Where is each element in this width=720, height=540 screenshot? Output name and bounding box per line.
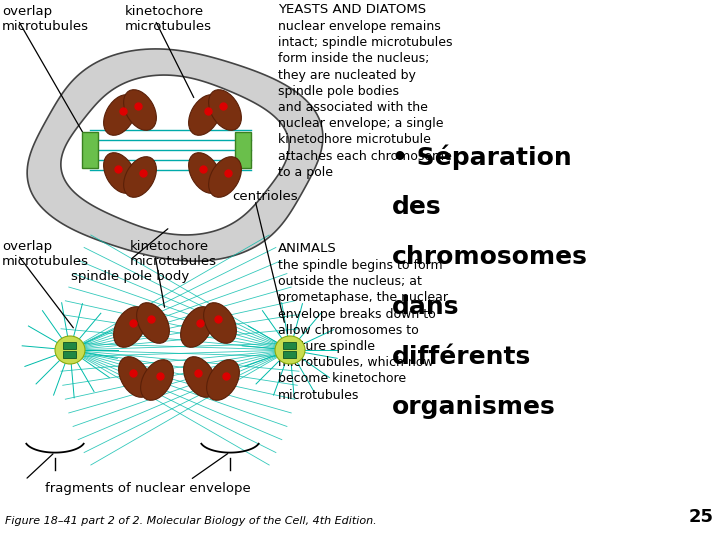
Text: chromosomes: chromosomes — [392, 245, 588, 269]
Text: overlap
microtubules: overlap microtubules — [2, 5, 89, 33]
Text: YEASTS AND DIATOMS: YEASTS AND DIATOMS — [278, 3, 426, 16]
Ellipse shape — [114, 307, 146, 347]
Text: kinetochore
microtubules: kinetochore microtubules — [125, 5, 212, 33]
Ellipse shape — [181, 307, 213, 347]
Ellipse shape — [124, 157, 156, 197]
Text: ANIMALS: ANIMALS — [278, 242, 337, 255]
Ellipse shape — [104, 94, 136, 136]
Ellipse shape — [204, 303, 236, 343]
Text: Figure 18–41 part 2 of 2. Molecular Biology of the Cell, 4th Edition.: Figure 18–41 part 2 of 2. Molecular Biol… — [5, 516, 377, 526]
Polygon shape — [61, 75, 289, 235]
Ellipse shape — [140, 360, 174, 400]
FancyBboxPatch shape — [283, 342, 296, 349]
FancyBboxPatch shape — [63, 342, 76, 349]
Text: 25: 25 — [689, 508, 714, 526]
Ellipse shape — [189, 94, 221, 136]
Text: fragments of nuclear envelope: fragments of nuclear envelope — [45, 482, 251, 495]
Ellipse shape — [55, 336, 85, 364]
Text: différents: différents — [392, 345, 531, 369]
Ellipse shape — [209, 157, 241, 197]
Text: organismes: organismes — [392, 395, 556, 419]
Ellipse shape — [124, 90, 156, 130]
Text: nuclear envelope remains
intact; spindle microtubules
form inside the nucleus;
t: nuclear envelope remains intact; spindle… — [278, 20, 452, 179]
Text: • Séparation: • Séparation — [392, 145, 572, 171]
Ellipse shape — [275, 336, 305, 364]
Text: des: des — [392, 195, 441, 219]
Text: dans: dans — [392, 295, 459, 319]
Text: overlap
microtubules: overlap microtubules — [2, 240, 89, 268]
Ellipse shape — [209, 90, 241, 130]
Polygon shape — [27, 49, 323, 261]
Text: centrioles: centrioles — [232, 190, 297, 203]
Text: kinetochore
microtubules: kinetochore microtubules — [130, 240, 217, 268]
Ellipse shape — [104, 153, 136, 193]
Ellipse shape — [184, 357, 217, 397]
FancyBboxPatch shape — [82, 132, 98, 168]
Ellipse shape — [189, 153, 221, 193]
Ellipse shape — [207, 360, 239, 400]
FancyBboxPatch shape — [235, 132, 251, 168]
FancyBboxPatch shape — [283, 351, 296, 358]
FancyBboxPatch shape — [63, 351, 76, 358]
Text: the spindle begins to form
outside the nucleus; at
prometaphase, the nuclear
env: the spindle begins to form outside the n… — [278, 259, 448, 402]
Ellipse shape — [119, 357, 151, 397]
Ellipse shape — [137, 303, 169, 343]
Text: spindle pole body: spindle pole body — [71, 270, 189, 283]
